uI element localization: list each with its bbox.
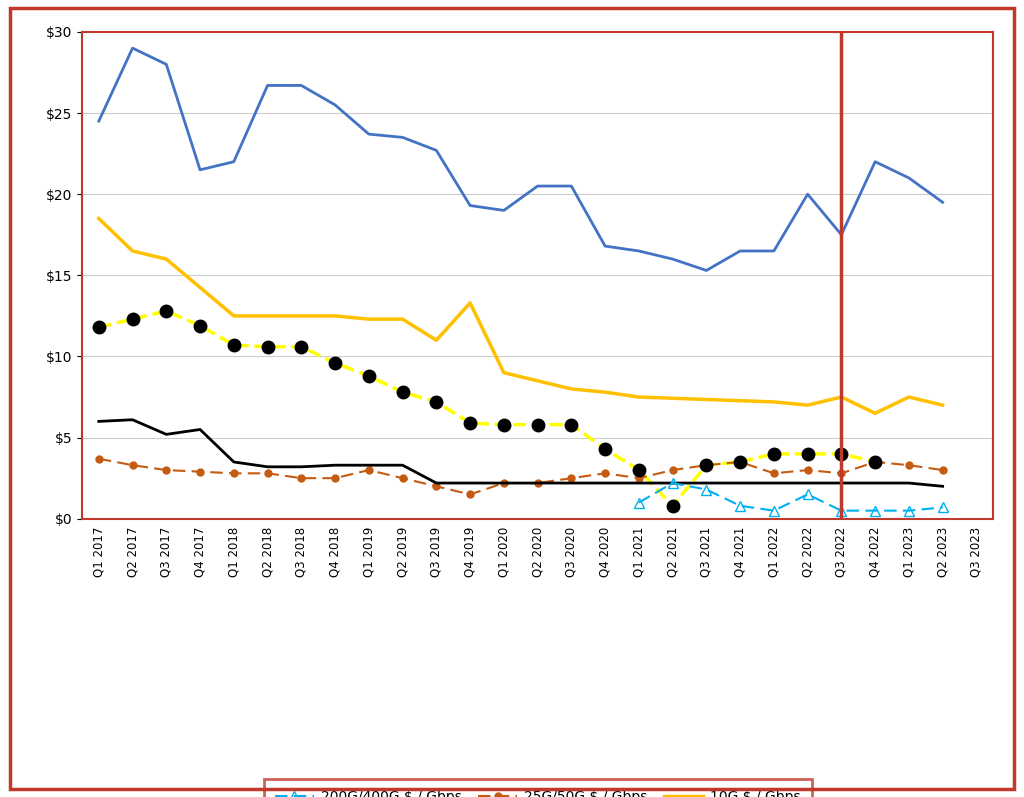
Legend: 200G/400G $ / Gbps, 100G $ / Gbps, 25G/50G $ / Gbps, 40G $ / Gbps, 10G $ / Gbps,: 200G/400G $ / Gbps, 100G $ / Gbps, 25G/5…: [263, 779, 812, 797]
